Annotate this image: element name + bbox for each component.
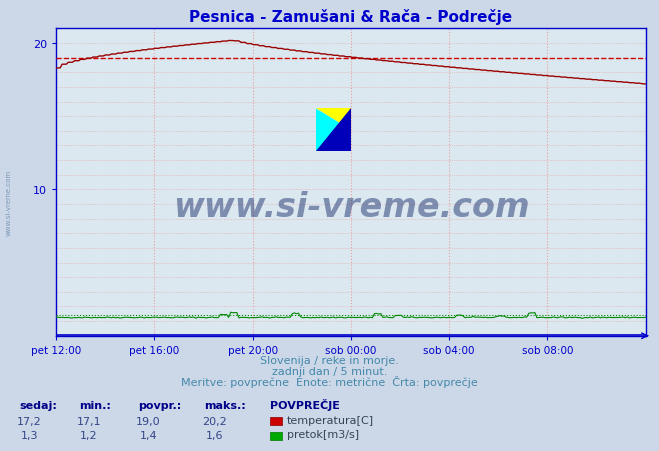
Text: 1,6: 1,6 bbox=[206, 430, 223, 440]
Text: 1,4: 1,4 bbox=[140, 430, 157, 440]
Text: maks.:: maks.: bbox=[204, 400, 246, 410]
Text: POVPREČJE: POVPREČJE bbox=[270, 398, 340, 410]
Text: www.si-vreme.com: www.si-vreme.com bbox=[5, 170, 12, 236]
Text: temperatura[C]: temperatura[C] bbox=[287, 415, 374, 425]
Text: pretok[m3/s]: pretok[m3/s] bbox=[287, 429, 358, 439]
Polygon shape bbox=[316, 109, 351, 152]
Text: sedaj:: sedaj: bbox=[20, 400, 57, 410]
Text: Meritve: povprečne  Enote: metrične  Črta: povprečje: Meritve: povprečne Enote: metrične Črta:… bbox=[181, 376, 478, 387]
Text: 19,0: 19,0 bbox=[136, 416, 161, 426]
Title: Pesnica - Zamušani & Rača - Podrečje: Pesnica - Zamušani & Rača - Podrečje bbox=[189, 9, 513, 25]
Text: www.si-vreme.com: www.si-vreme.com bbox=[173, 191, 529, 224]
Polygon shape bbox=[316, 109, 351, 152]
Text: 1,2: 1,2 bbox=[80, 430, 98, 440]
Text: 17,2: 17,2 bbox=[17, 416, 42, 426]
Text: zadnji dan / 5 minut.: zadnji dan / 5 minut. bbox=[272, 366, 387, 376]
Text: 20,2: 20,2 bbox=[202, 416, 227, 426]
Text: 17,1: 17,1 bbox=[76, 416, 101, 426]
Text: min.:: min.: bbox=[79, 400, 111, 410]
Text: Slovenija / reke in morje.: Slovenija / reke in morje. bbox=[260, 355, 399, 365]
Polygon shape bbox=[316, 109, 351, 130]
Text: 1,3: 1,3 bbox=[21, 430, 38, 440]
Text: povpr.:: povpr.: bbox=[138, 400, 182, 410]
